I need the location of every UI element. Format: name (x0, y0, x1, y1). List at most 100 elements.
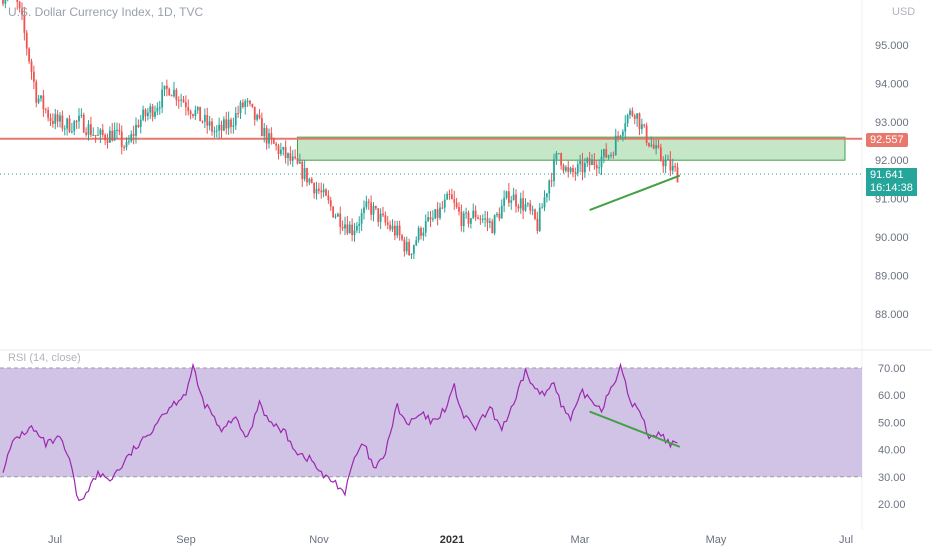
candle-body (18, 1, 21, 9)
candle-body (2, 0, 4, 4)
candle-body (648, 142, 650, 147)
candle-body (410, 253, 413, 255)
candle-body (674, 165, 677, 168)
candle-body (669, 159, 672, 171)
candle-body (450, 194, 453, 200)
time-tick-label: Sep (176, 534, 196, 546)
candle-body (472, 210, 475, 219)
rsi-line (2, 362, 678, 502)
candle-body (564, 167, 567, 171)
candle-body (54, 114, 57, 124)
candle-body (32, 71, 35, 82)
candle-body (479, 218, 482, 220)
candle-body (306, 168, 308, 183)
candle-body (638, 113, 641, 129)
resistance-line[interactable] (0, 137, 862, 175)
candle-body (275, 143, 278, 146)
candle-body (341, 226, 344, 229)
supply-zone[interactable] (297, 136, 846, 161)
candle-body (657, 145, 660, 148)
candle-body (640, 124, 643, 129)
candle-body (272, 138, 275, 144)
supply-zone-box (297, 136, 846, 161)
candle-body (208, 121, 211, 126)
candle-body (322, 189, 325, 193)
bar-countdown: 16:14:38 (870, 182, 913, 194)
candle-body (265, 127, 268, 144)
candle-body (607, 155, 610, 158)
price-tick-label: 93.000 (875, 117, 909, 129)
candle-body (579, 160, 582, 165)
candle-body (63, 128, 66, 130)
candle-body (427, 217, 430, 222)
candle-body (443, 199, 446, 208)
rsi-divergence-trendline (589, 410, 681, 448)
candle-body (92, 134, 95, 136)
price-trendline[interactable] (589, 174, 681, 212)
candle-body (47, 110, 50, 118)
candle-body (602, 149, 605, 157)
candle-body (251, 103, 254, 107)
candle-body (610, 154, 612, 156)
candle-body (389, 224, 392, 230)
candle-body (135, 124, 137, 136)
candle-body (327, 195, 330, 201)
candle-body (189, 111, 192, 115)
price-tick-label: 92.000 (875, 155, 909, 167)
candle-body (370, 202, 373, 215)
candle-body (40, 95, 42, 99)
candle-body (401, 235, 403, 240)
candle-body (310, 178, 313, 184)
time-tick-label: May (706, 534, 727, 546)
candle-body (636, 113, 639, 119)
candle-body (120, 131, 123, 147)
candle-body (16, 0, 19, 2)
candle-body (239, 102, 242, 114)
candle-body (125, 141, 128, 148)
candle-body (643, 124, 646, 126)
candle-body (97, 134, 99, 136)
candle-body (484, 218, 487, 220)
candle-body (317, 188, 320, 191)
candle-body (498, 213, 501, 219)
candle-body (168, 88, 171, 96)
candle-body (645, 125, 648, 143)
candle-body (507, 191, 510, 203)
candle-body (113, 130, 116, 141)
candle-body (543, 197, 546, 208)
candle-body (127, 141, 130, 143)
candle-body (151, 106, 154, 117)
candle-body (517, 206, 520, 209)
support-trendline (589, 174, 681, 212)
candle-body (631, 110, 634, 116)
candle-body (474, 210, 477, 218)
candle-body (68, 118, 71, 132)
candle-body (441, 207, 444, 209)
candle-body (496, 213, 498, 216)
candle-body (332, 206, 335, 218)
candle-body (56, 114, 59, 122)
candle-body (626, 115, 629, 124)
candle-body (676, 167, 679, 183)
candle-body (175, 89, 178, 101)
candle-body (187, 107, 190, 112)
candle-body (515, 194, 517, 207)
candle-body (531, 209, 534, 211)
candle-body (671, 165, 674, 171)
candle-body (493, 215, 496, 234)
candle-body (303, 168, 306, 180)
candle-body (75, 121, 78, 123)
candle-body (263, 127, 266, 137)
candle-body (429, 217, 432, 220)
candle-body (541, 207, 544, 209)
candle-body (146, 112, 149, 117)
candle-body (572, 168, 574, 173)
candle-body (287, 153, 289, 158)
candle-body (192, 114, 194, 116)
candle-body (21, 8, 23, 15)
candle-body (111, 130, 114, 141)
candle-body (424, 221, 427, 233)
candle-body (82, 114, 85, 133)
candle-body (94, 134, 97, 136)
